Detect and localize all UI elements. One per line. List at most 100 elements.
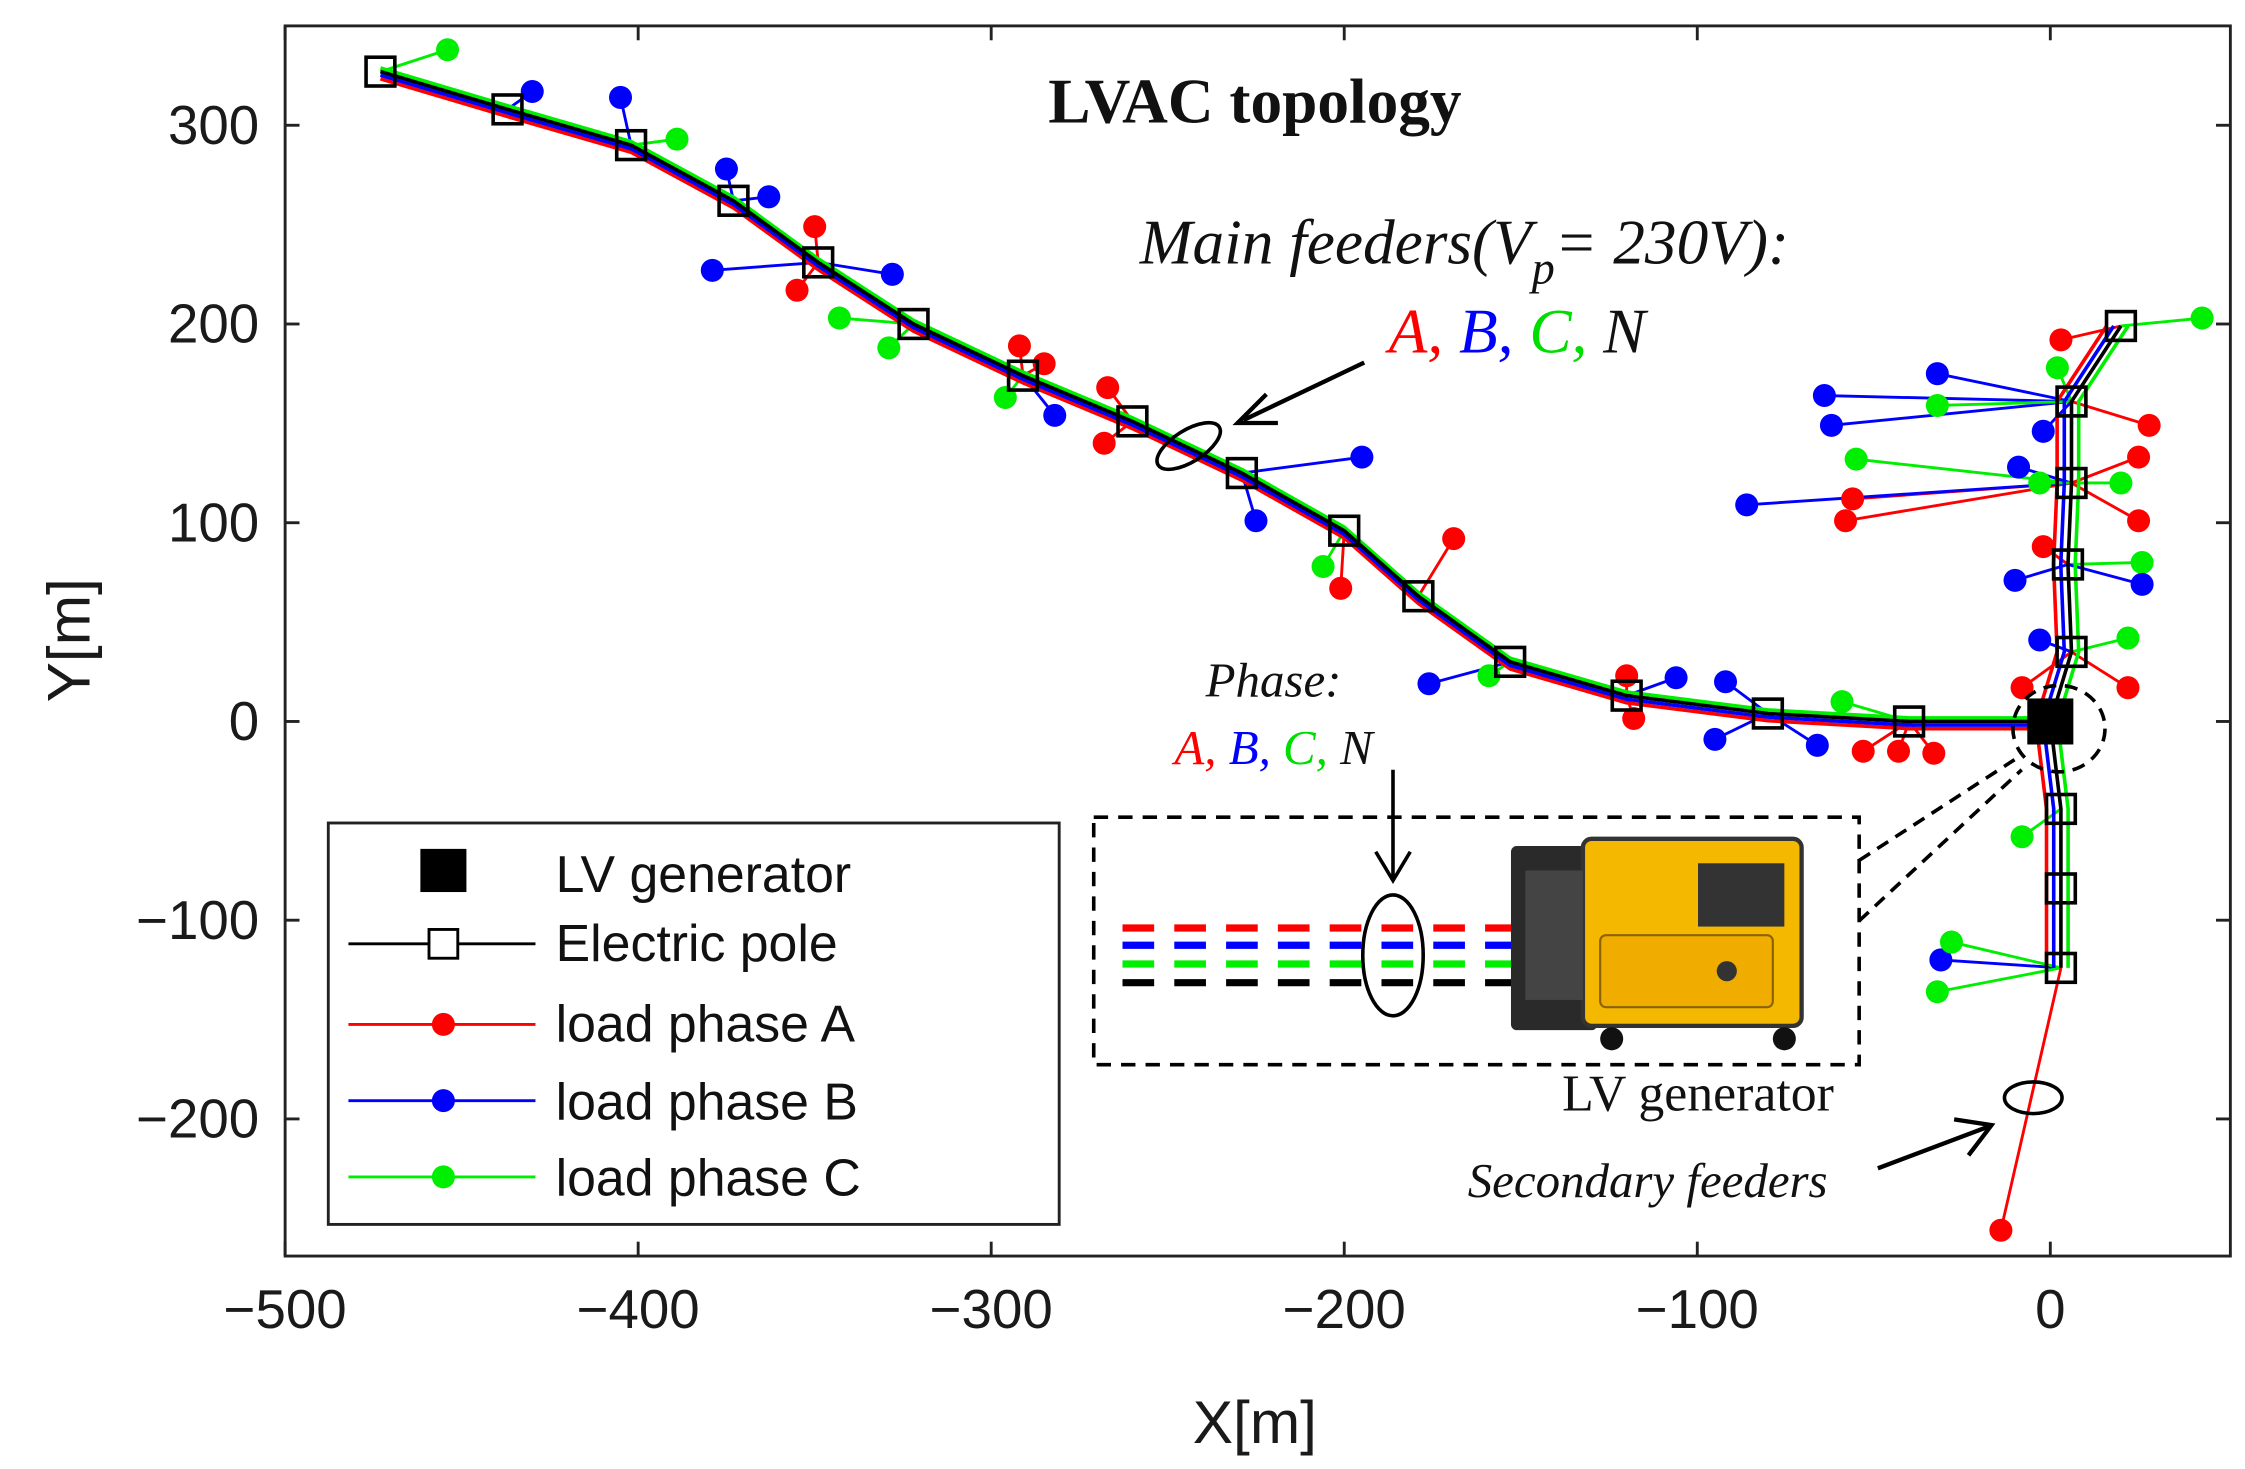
main-feeders-arrow <box>1242 360 1366 423</box>
phase-label: Phase: <box>1205 652 1342 707</box>
electric-pole-marker <box>1892 705 1926 738</box>
generator-ellipse <box>2011 683 2107 774</box>
legend-generator-marker <box>420 848 467 893</box>
load-connection-phase-b <box>817 260 893 276</box>
inset-connector-top <box>1858 758 2016 862</box>
electric-pole-marker <box>1493 645 1527 679</box>
x-tick-label: 0 <box>2035 1279 2065 1340</box>
electric-pole-marker <box>1610 679 1643 712</box>
load-point-phase-a <box>1615 664 1639 688</box>
x-tick-label: −500 <box>224 1279 347 1340</box>
load-connection-phase-b <box>1937 372 2072 403</box>
load-point-phase-b <box>1417 672 1441 696</box>
phase-list: A, B, C, N <box>1171 720 1375 775</box>
legend-phase-a-marker <box>431 1012 455 1036</box>
south-feeder-phase-a <box>2034 721 2049 968</box>
y-tick-label: 200 <box>168 294 259 355</box>
load-point-phase-b <box>2003 568 2027 592</box>
load-point-phase-c <box>2028 471 2052 495</box>
electric-pole-marker <box>2104 309 2138 343</box>
legend-label-generator: LV generator <box>556 845 852 903</box>
main-feeder-phase-b <box>379 73 2051 727</box>
load-point-phase-b <box>2031 419 2055 443</box>
load-point-phase-c <box>1311 554 1335 578</box>
generator-inset <box>1091 758 2023 1067</box>
load-point-phase-b <box>1703 727 1727 751</box>
legend-label-phase-a: load phase A <box>556 995 856 1053</box>
load-point-phase-c <box>665 127 689 151</box>
south-feeder-phase-n <box>2048 721 2063 968</box>
load-point-phase-b <box>1350 445 1374 469</box>
x-tick-label: −100 <box>1636 1279 1759 1340</box>
load-point-phase-c <box>827 306 851 330</box>
load-connection-phase-c <box>1951 940 2062 970</box>
load-point-phase-b <box>609 85 633 109</box>
load-point-phase-b <box>520 79 544 103</box>
load-point-phase-a <box>1834 509 1858 533</box>
electric-pole-marker <box>2055 466 2088 500</box>
load-point-phase-a <box>1851 739 1875 763</box>
load-point-phase-a <box>2010 676 2034 700</box>
electric-pole-marker <box>802 246 835 279</box>
load-point-phase-b <box>1735 493 1759 517</box>
load-point-phase-a <box>1922 741 1946 765</box>
load-point-phase-a <box>1329 576 1353 600</box>
load-connection-phase-b <box>1824 394 2072 403</box>
load-point-phase-a <box>2049 328 2073 352</box>
load-point-phase-b <box>1043 403 1067 427</box>
load-point-phase-c <box>1844 447 1868 471</box>
electric-pole-marker <box>614 128 648 162</box>
legend-label-phase-c: load phase C <box>556 1149 861 1207</box>
load-point-phase-c <box>2190 306 2214 330</box>
y-tick-label: −200 <box>136 1089 259 1150</box>
load-point-phase-b <box>2007 455 2031 479</box>
load-point-phase-a <box>1442 527 1466 551</box>
north-feeder-phase-n <box>2048 325 2123 722</box>
load-point-phase-a <box>2137 413 2161 437</box>
electric-pole-marker <box>2044 872 2078 905</box>
load-point-phase-a <box>2127 509 2151 533</box>
load-point-phase-c <box>2116 626 2140 650</box>
load-point-phase-b <box>714 157 738 181</box>
load-point-phase-a <box>1622 706 1646 730</box>
load-connection-phase-b <box>2067 563 2143 586</box>
load-point-phase-c <box>877 336 901 360</box>
load-connection-phase-a <box>1999 967 2063 1231</box>
secondary-feeders-arrow <box>1877 1124 1990 1171</box>
legend-label-pole: Electric pole <box>556 914 838 972</box>
load-point-phase-b <box>1929 948 1953 972</box>
x-axis-label: X[m] <box>1193 1388 1317 1456</box>
electric-pole-marker <box>1402 580 1435 613</box>
electric-pole-marker <box>2055 635 2088 669</box>
generator-picture <box>1510 836 1804 1051</box>
load-point-phase-a <box>1841 487 1865 511</box>
y-tick-label: 100 <box>168 492 259 553</box>
load-point-phase-c <box>1939 930 1963 954</box>
y-tick-label: 300 <box>168 95 259 156</box>
south-feeder-phase-c <box>2055 721 2070 968</box>
load-point-phase-a <box>1096 376 1120 400</box>
load-point-phase-b <box>1664 666 1688 690</box>
load-point-phase-a <box>2116 676 2140 700</box>
main-feeders-label: Main feeders(Vp= 230V): <box>1139 207 1789 293</box>
y-tick-label: 0 <box>229 691 259 752</box>
north-feeder-phase-b <box>2041 325 2116 722</box>
load-point-phase-b <box>1805 733 1829 757</box>
electric-pole-marker <box>2055 385 2088 418</box>
load-point-phase-c <box>2010 825 2034 849</box>
load-connection-phase-c <box>2067 561 2143 566</box>
inset-generator-label: LV generator <box>1562 1066 1834 1123</box>
load-point-phase-b <box>880 262 904 286</box>
load-point-phase-b <box>2028 628 2052 652</box>
x-tick-label: −400 <box>577 1279 700 1340</box>
electric-pole-marker <box>2044 951 2078 985</box>
load-point-phase-a <box>785 278 809 302</box>
load-connection-phase-b <box>1241 455 1363 475</box>
load-point-phase-a <box>1886 739 1911 763</box>
y-tick-label: −100 <box>136 890 259 951</box>
inset-phase-ellipse <box>1360 893 1426 1018</box>
electric-pole-marker <box>1006 359 1040 392</box>
main-feeder-phase-n <box>379 69 2051 724</box>
load-connection-phase-b <box>1831 400 2072 427</box>
